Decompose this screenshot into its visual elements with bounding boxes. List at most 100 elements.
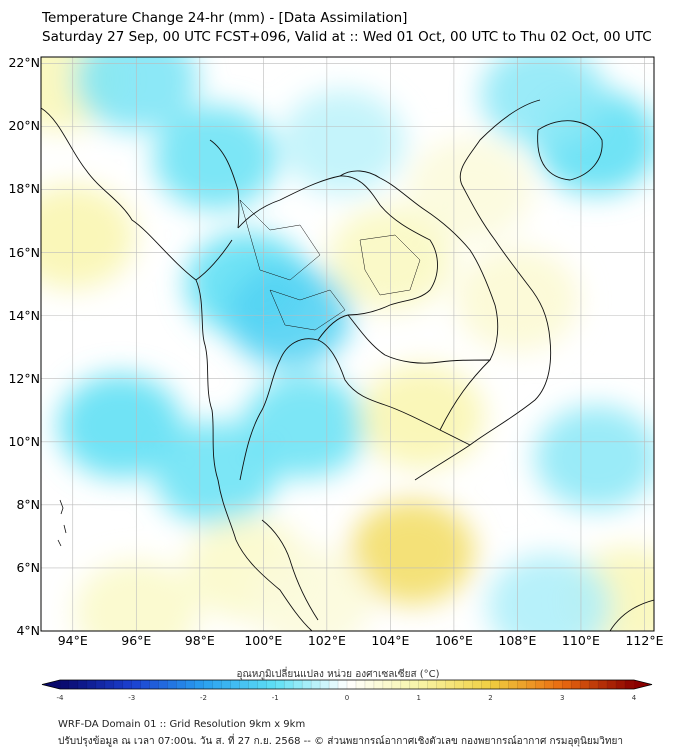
lat-tick-label: 16°N bbox=[8, 244, 40, 260]
lat-tick-label: 8°N bbox=[16, 496, 40, 512]
lon-tick-label: 104°E bbox=[371, 633, 410, 648]
colorbar-max-arrow bbox=[634, 680, 652, 689]
colorbar-segment bbox=[454, 680, 464, 689]
inner-provinces-1 bbox=[239, 199, 321, 281]
colorbar-segment bbox=[60, 680, 70, 689]
colorbar-segment bbox=[535, 680, 545, 689]
colorbar-segment bbox=[526, 680, 536, 689]
map-subtitle: Saturday 27 Sep, 00 UTC FCST+096, Valid … bbox=[42, 29, 652, 45]
colorbar-segment bbox=[598, 680, 608, 689]
colorbar-segment bbox=[284, 680, 294, 689]
colorbar-segment bbox=[320, 680, 330, 689]
colorbar-segment bbox=[86, 680, 97, 689]
colorbar-tick-label: 4 bbox=[631, 694, 637, 702]
field-anomaly-15 bbox=[534, 405, 654, 510]
colorbar-segment bbox=[194, 680, 204, 689]
colorbar-segment bbox=[275, 680, 285, 689]
colorbar-segment bbox=[266, 680, 276, 689]
colorbar-segment bbox=[607, 680, 617, 689]
colorbar-segment bbox=[212, 680, 222, 689]
colorbar-tick-label: 0 bbox=[344, 694, 350, 702]
temperature-field bbox=[41, 57, 654, 631]
colorbar-segment bbox=[185, 680, 195, 689]
colorbar-segment bbox=[490, 680, 500, 689]
lat-tick-label: 12°N bbox=[8, 370, 40, 386]
lat-tick-label: 22°N bbox=[8, 55, 40, 71]
field-anomaly-6 bbox=[58, 374, 183, 478]
colorbar-tick-label: -4 bbox=[56, 694, 64, 702]
colorbar-segment bbox=[338, 680, 348, 689]
lat-tick-label: 20°N bbox=[8, 118, 40, 134]
colorbar-segment bbox=[68, 680, 79, 689]
colorbar-segment bbox=[409, 680, 420, 689]
colorbar-segment bbox=[113, 680, 124, 689]
coastline-borneo bbox=[609, 599, 654, 631]
coastline-gulf-thailand bbox=[239, 338, 471, 481]
lon-tick-label: 100°E bbox=[244, 633, 283, 648]
colorbar-min-arrow bbox=[42, 680, 60, 689]
lon-tick-label: 110°E bbox=[561, 633, 600, 648]
colorbar-segment bbox=[391, 680, 402, 689]
colorbar-segment bbox=[248, 680, 258, 689]
colorbar-segment bbox=[400, 680, 411, 689]
lon-tick-label: 112°E bbox=[625, 633, 664, 648]
coastline-peninsula-east bbox=[261, 519, 319, 621]
colorbar-segment bbox=[445, 680, 455, 689]
colorbar-segment bbox=[589, 680, 599, 689]
colorbar-segment bbox=[158, 680, 168, 689]
field-anomaly-8 bbox=[242, 374, 367, 478]
field-anomaly-22 bbox=[248, 547, 373, 631]
colorbar-segment bbox=[257, 680, 267, 689]
lat-lon-grid bbox=[41, 57, 654, 632]
colorbar-segment bbox=[580, 680, 590, 689]
colorbar-segment bbox=[517, 680, 527, 689]
lat-tick-label: 6°N bbox=[16, 559, 40, 575]
colorbar-label: อุณหภูมิเปลี่ยนแปลง หน่วย องศาเซลเซียส (… bbox=[236, 669, 440, 680]
coastline-hainan bbox=[537, 120, 603, 181]
colorbar-segment bbox=[436, 680, 446, 689]
colorbar-segment bbox=[481, 680, 491, 689]
islands-andaman bbox=[57, 499, 67, 547]
colorbar-tick-label: -3 bbox=[128, 694, 136, 702]
field-anomaly-3 bbox=[153, 105, 278, 210]
coastline-vietnam bbox=[414, 99, 552, 481]
colorbar-segment bbox=[167, 680, 177, 689]
colorbar-segment bbox=[553, 680, 563, 689]
field-anomaly-7 bbox=[153, 421, 278, 526]
colorbar-segment bbox=[122, 680, 133, 689]
footer-credit: ปรับปรุงข้อมูล ณ เวลา 07:00น. วัน ส. ที่… bbox=[58, 736, 623, 747]
colorbar-segment bbox=[239, 680, 249, 689]
coastlines-borders bbox=[41, 99, 654, 631]
colorbar-segment bbox=[347, 680, 357, 689]
colorbar-segment bbox=[131, 680, 142, 689]
lat-tick-label: 10°N bbox=[8, 433, 40, 449]
lon-tick-label: 96°E bbox=[121, 633, 152, 648]
lon-tick-label: 98°E bbox=[184, 633, 215, 648]
colorbar-segment bbox=[95, 680, 106, 689]
colorbar-segment bbox=[140, 680, 150, 689]
colorbar-segment bbox=[544, 680, 554, 689]
field-anomaly-0 bbox=[41, 184, 135, 289]
lon-tick-label: 106°E bbox=[434, 633, 473, 648]
colorbar-segment bbox=[104, 680, 115, 689]
footer-model-info: WRF-DA Domain 01 :: Grid Resolution 9km … bbox=[58, 719, 306, 730]
colorbar-segment bbox=[311, 680, 321, 689]
colorbar-segment bbox=[149, 680, 159, 689]
inner-provinces-3 bbox=[359, 234, 421, 296]
colorbar-segment bbox=[472, 680, 482, 689]
colorbar-segment bbox=[562, 680, 572, 689]
border-laos bbox=[339, 170, 499, 361]
colorbar-segment bbox=[176, 680, 186, 689]
border-cambodia bbox=[347, 314, 492, 431]
colorbar-segment bbox=[77, 680, 88, 689]
plot-frame bbox=[40, 56, 655, 632]
lat-tick-label: 18°N bbox=[8, 181, 40, 197]
colorbar-segment bbox=[329, 680, 339, 689]
field-anomaly-18 bbox=[487, 553, 612, 631]
colorbar-segment bbox=[230, 680, 240, 689]
colorbar-segment bbox=[463, 680, 473, 689]
colorbar-segment bbox=[382, 680, 393, 689]
colorbar-tick-label: -2 bbox=[200, 694, 207, 702]
colorbar-segment bbox=[508, 680, 518, 689]
